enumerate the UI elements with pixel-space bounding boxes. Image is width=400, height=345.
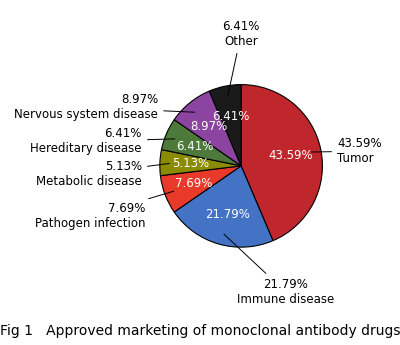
Wedge shape bbox=[160, 150, 241, 176]
Wedge shape bbox=[241, 85, 322, 241]
Text: 43.59%: 43.59% bbox=[268, 149, 313, 162]
Wedge shape bbox=[174, 166, 273, 247]
Text: 6.41%: 6.41% bbox=[212, 110, 250, 123]
Text: 7.69%: 7.69% bbox=[175, 177, 213, 190]
Text: Fig 1   Approved marketing of monoclonal antibody drugs: Fig 1 Approved marketing of monoclonal a… bbox=[0, 324, 400, 338]
Wedge shape bbox=[160, 166, 241, 212]
Text: 43.59%
Tumor: 43.59% Tumor bbox=[312, 137, 382, 165]
Wedge shape bbox=[209, 85, 241, 166]
Text: 8.97%: 8.97% bbox=[191, 120, 228, 133]
Text: 6.41%
Other: 6.41% Other bbox=[222, 20, 260, 96]
Text: 5.13%: 5.13% bbox=[172, 157, 209, 170]
Text: 7.69%
Pathogen infection: 7.69% Pathogen infection bbox=[35, 191, 174, 230]
Text: 5.13%
Metabolic disease: 5.13% Metabolic disease bbox=[36, 160, 169, 188]
Wedge shape bbox=[162, 120, 241, 166]
Wedge shape bbox=[174, 91, 241, 166]
Text: 21.79%
Immune disease: 21.79% Immune disease bbox=[224, 234, 334, 306]
Text: 6.41%: 6.41% bbox=[176, 140, 214, 152]
Text: 6.41%
Hereditary disease: 6.41% Hereditary disease bbox=[30, 128, 175, 156]
Text: 8.97%
Nervous system disease: 8.97% Nervous system disease bbox=[14, 93, 195, 121]
Text: 21.79%: 21.79% bbox=[205, 208, 250, 221]
